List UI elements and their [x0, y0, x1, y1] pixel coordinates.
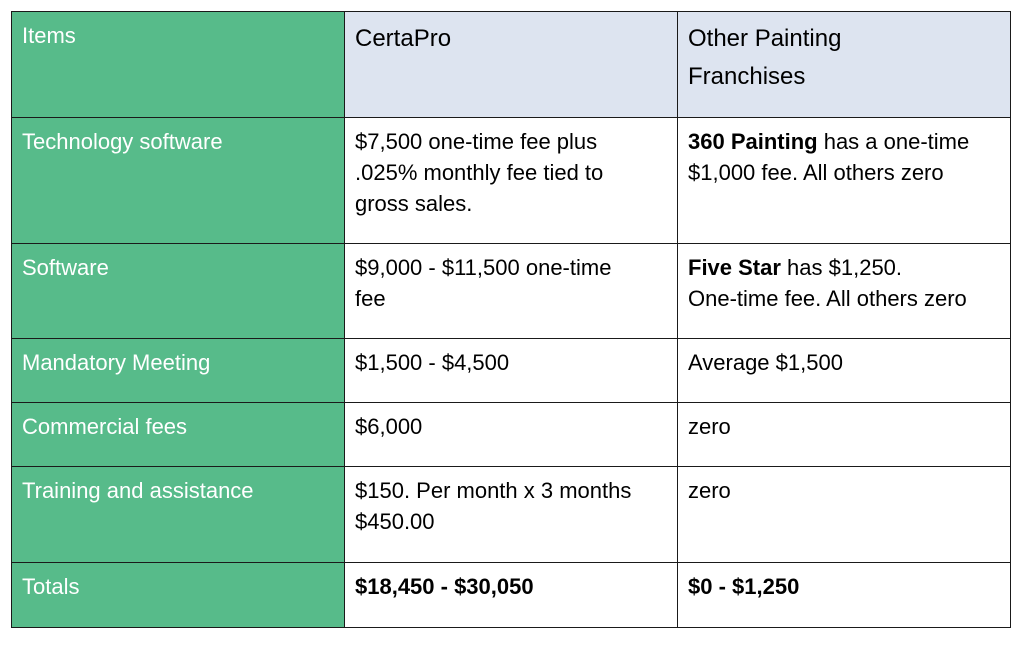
header-other-franchises: Other Painting Franchises [677, 11, 1011, 118]
cell-line: $7,500 one-time fee plus [355, 129, 598, 154]
table-row: Software $9,000 - $11,500 one-time fee F… [11, 243, 1011, 339]
franchise-name: Five Star [688, 255, 781, 280]
table-row: Commercial fees $6,000 zero [11, 402, 1011, 467]
cell-text: has $1,250. [780, 255, 903, 280]
row-other-cell: zero [677, 466, 1011, 563]
row-other-cell: zero [677, 402, 1011, 467]
row-item-label: Software [11, 243, 345, 339]
table-row: Technology software $7,500 one-time fee … [11, 117, 1011, 244]
header-items: Items [11, 11, 345, 118]
cell-line: gross sales. [355, 191, 473, 216]
row-certapro-cell: $6,000 [344, 402, 678, 467]
row-other-cell: Average $1,500 [677, 338, 1011, 403]
cell-line: $450.00 [355, 509, 435, 534]
cell-line: One-time fee. All others zero [688, 286, 967, 311]
comparison-table: Items CertaPro Other Painting Franchises… [11, 11, 1011, 628]
row-other-cell: $0 - $1,250 [677, 562, 1011, 628]
row-certapro-cell: $1,500 - $4,500 [344, 338, 678, 403]
header-certapro: CertaPro [344, 11, 678, 118]
cell-line: .025% monthly fee tied to [355, 160, 604, 185]
cell-line: $150. Per month x 3 months [355, 478, 632, 503]
row-certapro-cell: $7,500 one-time fee plus .025% monthly f… [344, 117, 678, 244]
totals-row: Totals $18,450 - $30,050 $0 - $1,250 [11, 562, 1011, 628]
row-item-label: Technology software [11, 117, 345, 244]
row-item-label: Totals [11, 562, 345, 628]
row-item-label: Training and assistance [11, 466, 345, 563]
table-row: Training and assistance $150. Per month … [11, 466, 1011, 563]
cell-text: has a one-time [817, 129, 970, 154]
row-certapro-cell: $18,450 - $30,050 [344, 562, 678, 628]
row-item-label: Commercial fees [11, 402, 345, 467]
total-value: $18,450 - $30,050 [355, 574, 534, 599]
row-other-cell: 360 Painting has a one-time $1,000 fee. … [677, 117, 1011, 244]
cell-line: $1,000 fee. All others zero [688, 160, 944, 185]
row-certapro-cell: $150. Per month x 3 months $450.00 [344, 466, 678, 563]
header-other-line2: Franchises [688, 63, 806, 90]
total-value: $0 - $1,250 [688, 574, 800, 599]
franchise-name: 360 Painting [688, 129, 818, 154]
cell-line: fee [355, 286, 386, 311]
header-other-line1: Other Painting [688, 25, 842, 52]
table-row: Mandatory Meeting $1,500 - $4,500 Averag… [11, 338, 1011, 403]
header-row: Items CertaPro Other Painting Franchises [11, 11, 1011, 118]
cell-line: $9,000 - $11,500 one-time [355, 255, 612, 280]
row-item-label: Mandatory Meeting [11, 338, 345, 403]
row-other-cell: Five Star has $1,250. One-time fee. All … [677, 243, 1011, 339]
row-certapro-cell: $9,000 - $11,500 one-time fee [344, 243, 678, 339]
